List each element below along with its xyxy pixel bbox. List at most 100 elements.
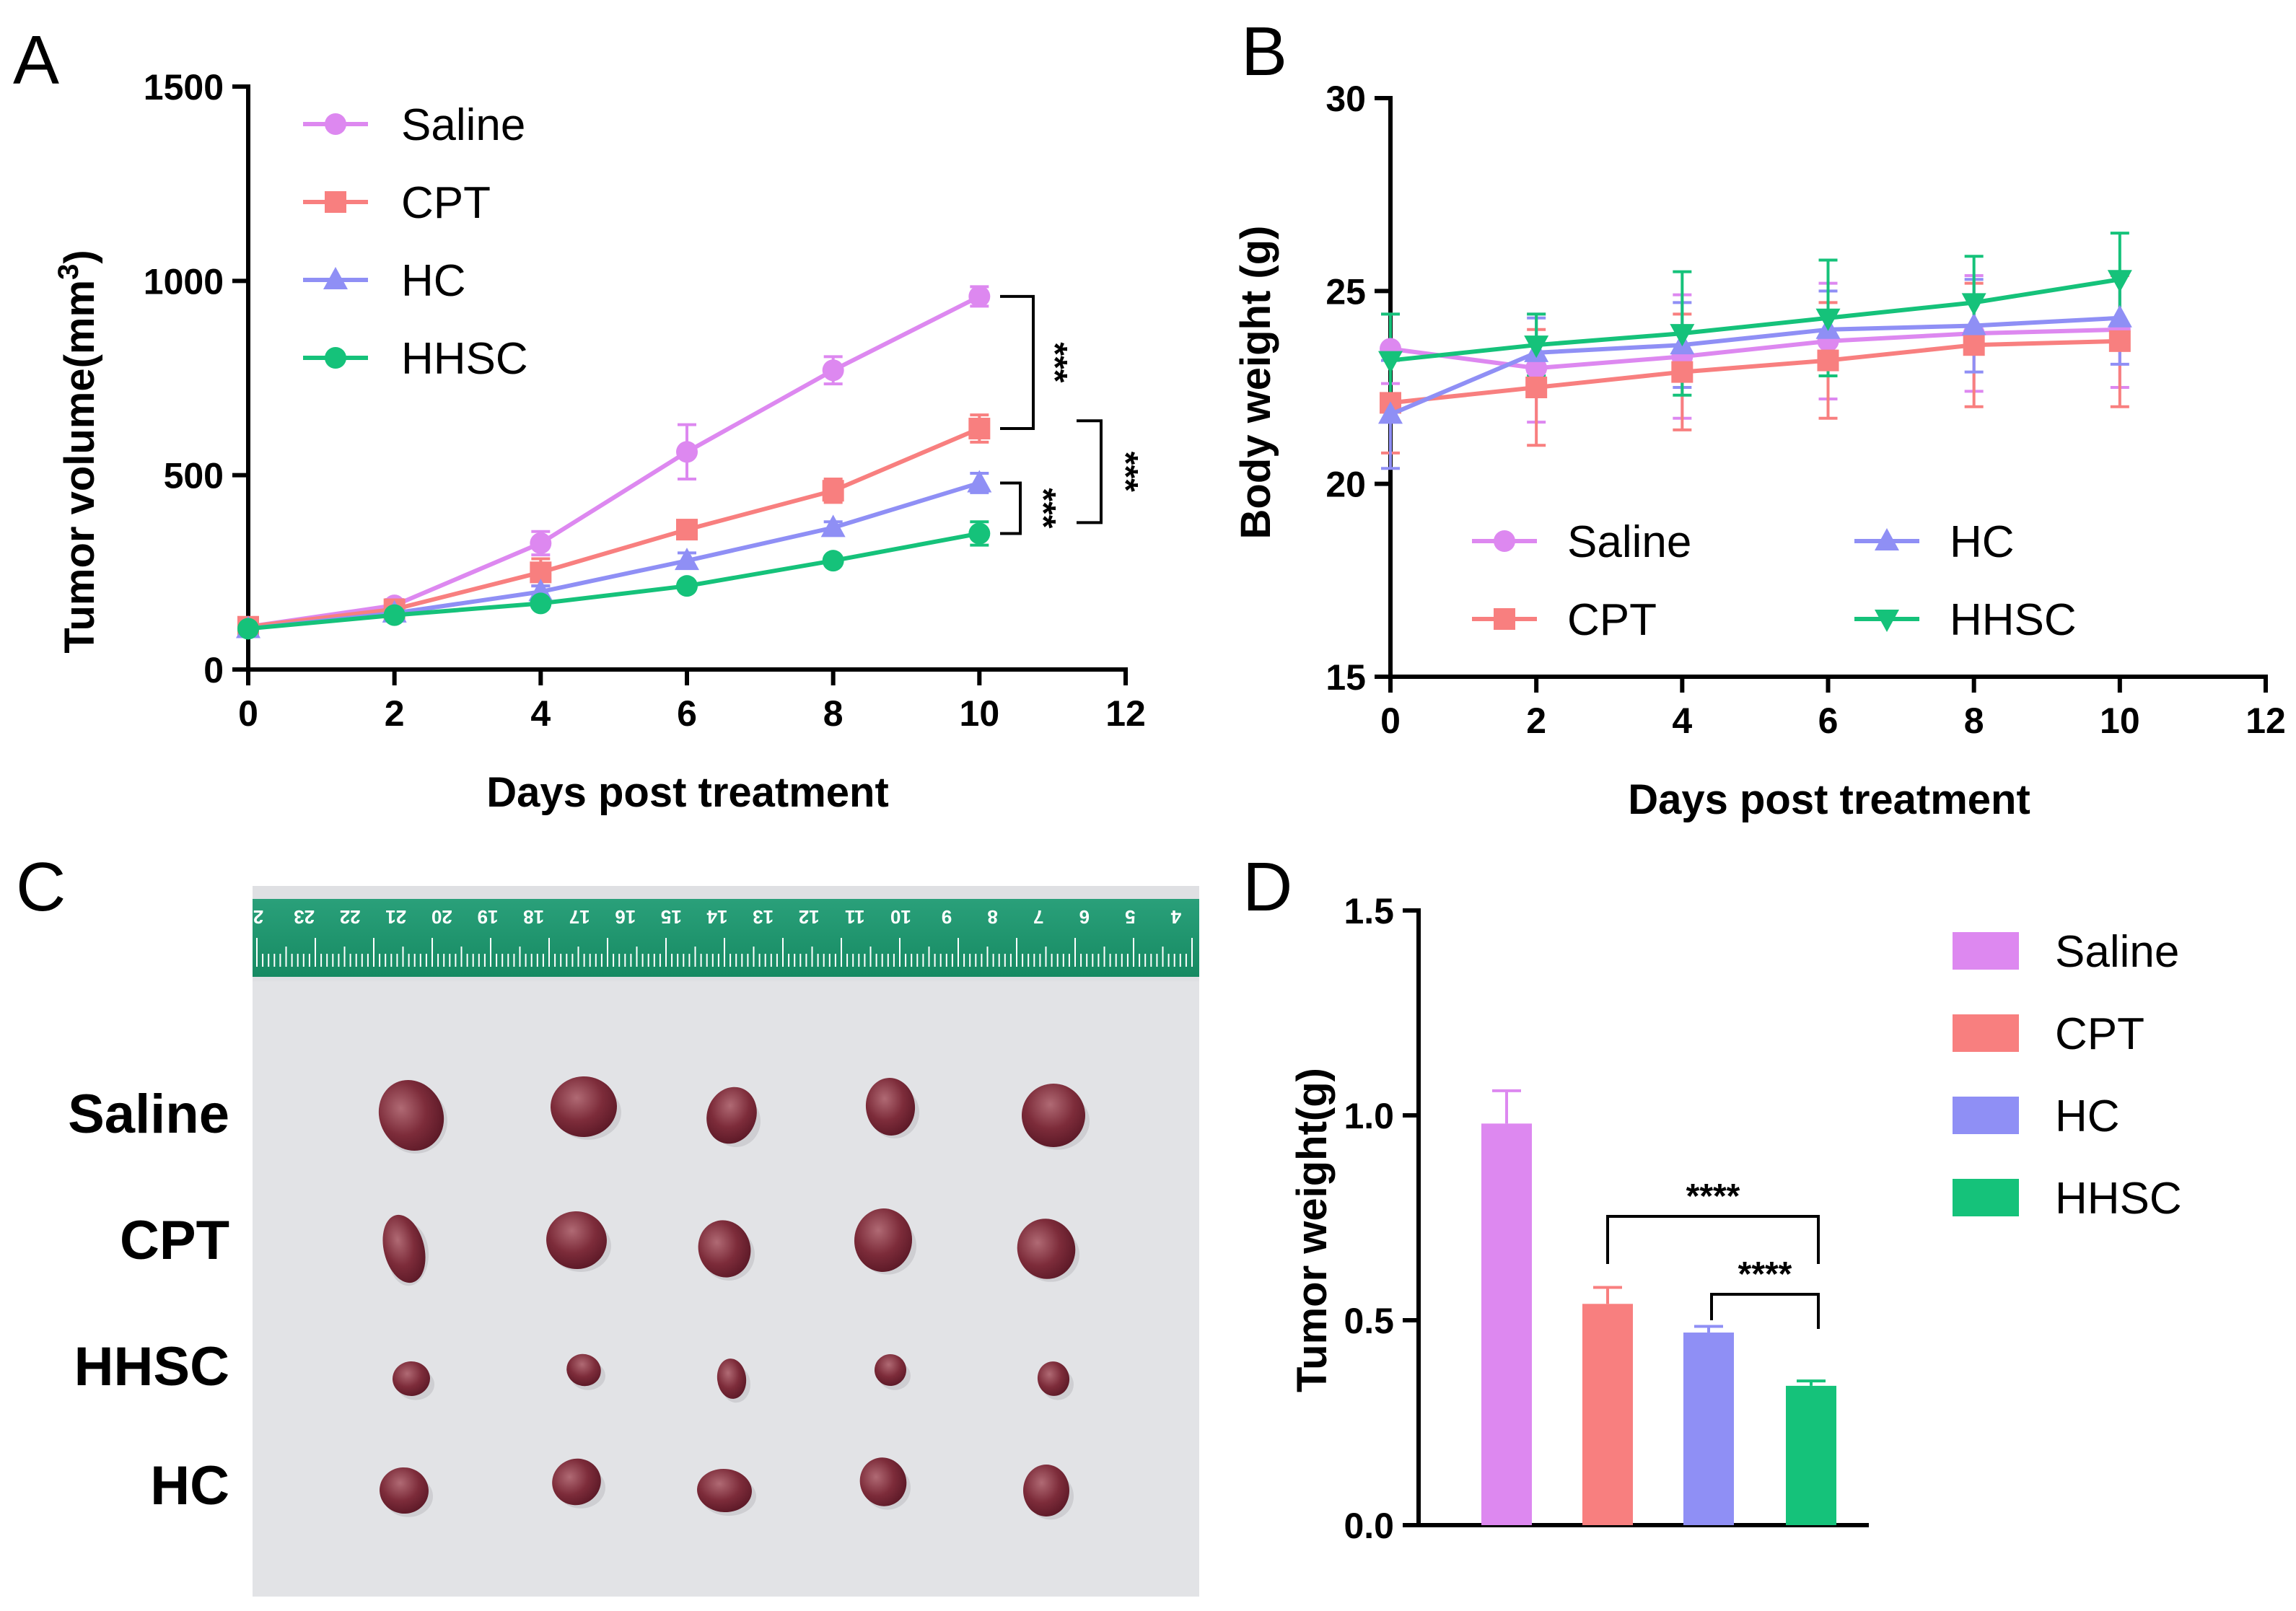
tumor-volume-chart: Days post treatment Tumor volume(mm3) 0 2… bbox=[53, 67, 1146, 816]
legend-swatch-hc bbox=[1953, 1097, 2019, 1134]
significance-bracket-hc-hhsc bbox=[1000, 481, 1022, 535]
data-point-cpt bbox=[1671, 361, 1693, 383]
ruler-number: 20 bbox=[431, 906, 452, 928]
data-point-hhsc bbox=[1378, 351, 1403, 374]
tumor-hc bbox=[859, 1457, 907, 1506]
legend-label-hhsc: HHSC bbox=[2055, 1174, 2182, 1224]
tumor-hhsc bbox=[875, 1354, 906, 1386]
y-axis-title: Tumor weight(g) bbox=[1289, 1068, 1336, 1392]
tumor-hhsc bbox=[717, 1358, 747, 1399]
ruler-number: 7 bbox=[1033, 906, 1043, 928]
ruler-number: 11 bbox=[845, 906, 865, 928]
significance-bracket-hc-hhsc bbox=[1710, 1293, 1820, 1329]
series-line-hhsc bbox=[1390, 277, 2121, 363]
series-line-cpt bbox=[247, 426, 981, 629]
legend-swatch-cpt bbox=[1953, 1014, 2019, 1052]
data-point-cpt bbox=[968, 418, 991, 440]
y-axis-title-close: ) bbox=[56, 250, 103, 263]
data-point-hc bbox=[967, 470, 992, 493]
data-point-saline bbox=[822, 359, 844, 382]
row-label-hhsc: HHSC bbox=[74, 1336, 229, 1397]
y-tick-label: 30 bbox=[1326, 79, 1366, 119]
x-tick-label: 8 bbox=[1964, 701, 1984, 741]
tumor-saline bbox=[865, 1078, 916, 1136]
ruler-number: 13 bbox=[753, 906, 774, 928]
legend-label-hhsc: HHSC bbox=[1950, 595, 2077, 645]
significance-bracket-saline-cpt-label: *** bbox=[1035, 342, 1074, 382]
bar-cpt bbox=[1582, 1304, 1633, 1525]
y-axis-title: Tumor volume(mm3) bbox=[53, 250, 103, 653]
y-tick-label: 25 bbox=[1326, 271, 1366, 312]
x-tick-label: 2 bbox=[385, 693, 405, 734]
tumor-saline bbox=[378, 1080, 444, 1151]
ruler-number: 16 bbox=[615, 906, 636, 928]
significance-bracket-cpt-hhsc-label: *** bbox=[1106, 452, 1144, 492]
y-tick-label: 500 bbox=[164, 456, 224, 496]
tumor-hhsc bbox=[1037, 1361, 1070, 1396]
legend-marker-saline bbox=[1494, 530, 1515, 552]
data-point-cpt bbox=[1963, 334, 1985, 356]
legend-swatch-hhsc bbox=[1953, 1179, 2019, 1216]
data-point-saline bbox=[530, 532, 552, 554]
y-tick-label: 15 bbox=[1326, 657, 1366, 698]
data-point-saline bbox=[676, 441, 698, 463]
significance-bracket-saline-cpt bbox=[1000, 294, 1035, 431]
y-tick-label: 0 bbox=[203, 650, 224, 690]
ruler-number: 23 bbox=[294, 906, 315, 928]
data-point-hc bbox=[2107, 304, 2132, 328]
data-point-cpt bbox=[2108, 330, 2131, 352]
ruler-number: 10 bbox=[890, 906, 911, 928]
x-tick-label: 12 bbox=[2245, 701, 2286, 741]
tumor-hc bbox=[380, 1467, 429, 1514]
y-axis-title-main: Tumor volume(mm bbox=[56, 280, 103, 654]
ruler-number: 21 bbox=[385, 906, 406, 928]
x-tick-label: 12 bbox=[1105, 693, 1146, 734]
x-tick-label: 8 bbox=[823, 693, 844, 734]
significance-bracket-hc-hhsc-label: **** bbox=[1738, 1255, 1792, 1294]
data-point-cpt bbox=[1525, 377, 1548, 398]
x-axis-title: Days post treatment bbox=[1628, 776, 2030, 823]
ruler-number: 5 bbox=[1125, 906, 1135, 928]
x-tick-label: 6 bbox=[677, 693, 697, 734]
x-tick-label: 0 bbox=[238, 693, 258, 734]
ruler-numbers: 2 23 22 21 20 19 18 17 16 15 14 13 12 11 10 9 8 7 6 5 4 bbox=[253, 906, 1181, 928]
ruler-ticks bbox=[256, 938, 1193, 967]
x-tick-label: 10 bbox=[960, 693, 1000, 734]
significance-bracket-cpt-hhsc bbox=[1077, 419, 1103, 524]
series-line-saline bbox=[247, 294, 981, 629]
legend-marker-hhsc bbox=[325, 347, 346, 369]
y-tick-label: 20 bbox=[1326, 465, 1366, 505]
x-tick-label: 4 bbox=[530, 693, 551, 734]
legend-marker-cpt bbox=[325, 191, 346, 213]
panel-letter-d: D bbox=[1243, 848, 1292, 926]
tumor-cpt bbox=[854, 1208, 913, 1272]
data-point-saline bbox=[1525, 357, 1548, 379]
legend-swatch-saline bbox=[1953, 932, 2019, 970]
data-point-hhsc bbox=[1961, 293, 1986, 316]
ruler-number: 9 bbox=[942, 906, 952, 928]
data-point-hc bbox=[675, 548, 699, 571]
data-point-hhsc bbox=[676, 575, 698, 597]
data-point-hhsc bbox=[1524, 335, 1549, 359]
panel-letter-c: C bbox=[16, 848, 66, 926]
legend-label-hc: HC bbox=[1950, 517, 2015, 567]
panel-letter-a: A bbox=[13, 22, 59, 99]
data-point-cpt bbox=[1817, 349, 1839, 372]
data-point-hhsc bbox=[383, 604, 406, 626]
tumor-cpt bbox=[382, 1214, 426, 1283]
x-tick-label: 2 bbox=[1526, 701, 1546, 741]
tumor-cpt bbox=[1017, 1219, 1076, 1279]
y-axis-title-sup: 3 bbox=[53, 264, 84, 280]
tumor-hc bbox=[1023, 1465, 1069, 1516]
x-tick-label: 4 bbox=[1672, 701, 1692, 741]
ruler-number: 4 bbox=[1170, 906, 1181, 928]
data-point-hhsc bbox=[237, 618, 259, 640]
ruler-number: 14 bbox=[706, 906, 727, 928]
y-tick-label: 1.0 bbox=[1344, 1096, 1394, 1136]
tumor-hc bbox=[697, 1468, 752, 1513]
row-label-hc: HC bbox=[150, 1455, 229, 1516]
tumor-hhsc bbox=[566, 1353, 601, 1387]
legend-label-hc: HC bbox=[401, 256, 466, 306]
tumor-cpt bbox=[698, 1220, 751, 1278]
